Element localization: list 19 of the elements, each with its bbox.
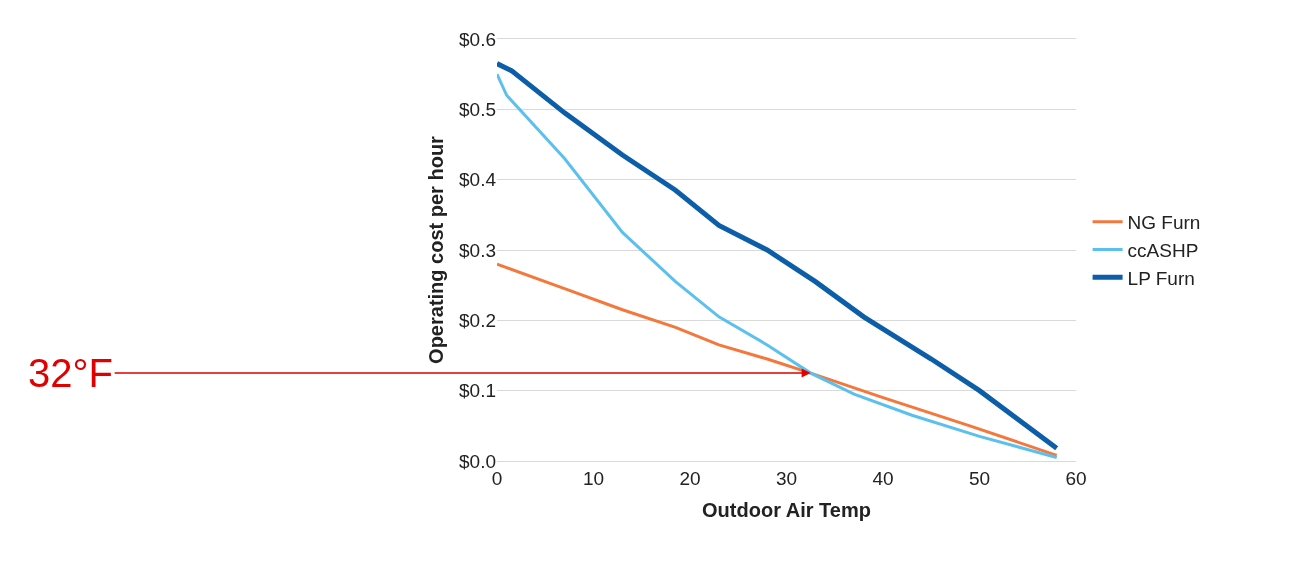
- y-tick-label: $0.2: [459, 309, 496, 331]
- y-tick-label: $0.1: [459, 380, 496, 402]
- y-tick-label: $0.4: [459, 169, 497, 191]
- y-tick-label: $0.5: [459, 98, 496, 120]
- x-axis-title: Outdoor Air Temp: [702, 499, 871, 522]
- x-tick-label: 10: [582, 467, 605, 489]
- x-tick-label: 40: [872, 467, 894, 489]
- x-tick-label: 30: [775, 467, 798, 489]
- annotation: 32°F: [28, 351, 113, 395]
- y-tick-label: $0.3: [459, 239, 496, 261]
- legend-label: ccASHP: [1127, 239, 1199, 261]
- x-tick-label: 60: [1065, 467, 1087, 489]
- y-tick-label: $0.6: [459, 28, 496, 50]
- legend-label: LP Furn: [1127, 267, 1195, 289]
- x-tick-label: 50: [968, 467, 991, 489]
- line-series: [497, 262, 1059, 457]
- y-axis-title: Operating cost per hour: [424, 135, 447, 364]
- x-tick-label: 20: [679, 467, 701, 489]
- legend-label: NG Furn: [1127, 212, 1201, 234]
